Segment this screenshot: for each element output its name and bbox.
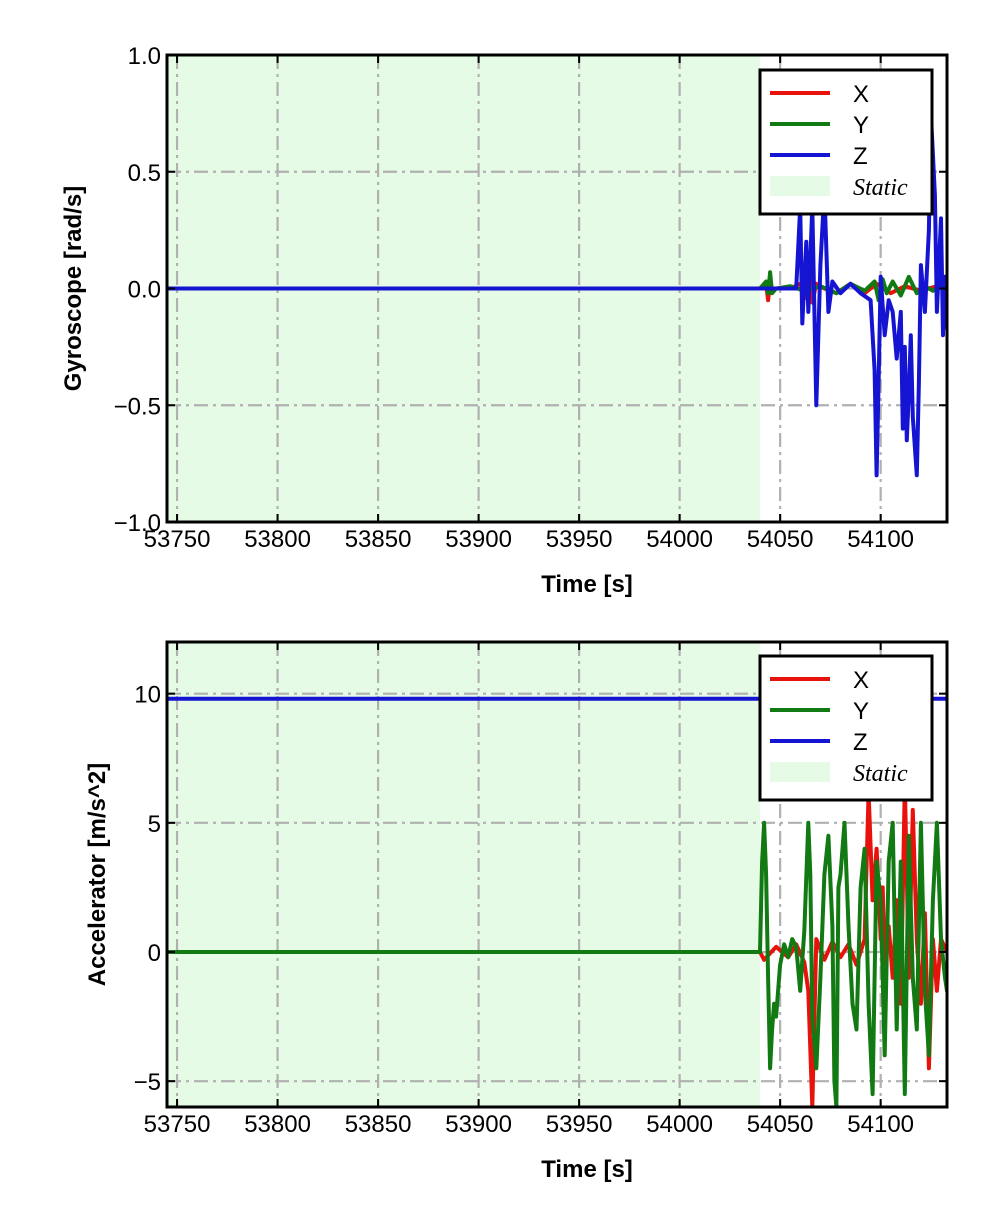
- y-tick-label: 0.5: [128, 160, 161, 187]
- x-tick-label: 54050: [747, 526, 814, 553]
- gyroscope-panel: 53750 53800 53850 53900 53950 54000 54050 54100…: [60, 43, 949, 598]
- x-tick-label: 53950: [546, 526, 613, 553]
- legend-label-static: Static: [853, 175, 908, 201]
- y-axis-title: Accelerator [m/s^2]: [84, 763, 111, 986]
- legend-label-x: X: [853, 667, 869, 694]
- accelerator-panel: 53750 53800 53850 53900 53950 54000 54050 54100…: [84, 640, 949, 1183]
- legend-label-y: Y: [853, 112, 869, 139]
- plot-frame: [165, 53, 949, 524]
- y-tick-label: 5: [148, 811, 161, 838]
- legend: XYZ Static: [758, 68, 934, 216]
- x-tick-label: 53900: [445, 1111, 512, 1138]
- x-tick-label: 53950: [546, 1111, 613, 1138]
- legend-swatch-static: [770, 762, 830, 782]
- x-axis-title: Time [s]: [541, 1156, 633, 1183]
- x-tick-label: 53750: [144, 526, 211, 553]
- series-line-z: [167, 111, 947, 478]
- x-tick-label: 54100: [847, 526, 914, 553]
- x-tick-label: 54000: [646, 526, 713, 553]
- series-line-y: [167, 270, 947, 303]
- y-tick-label: −5: [134, 1069, 161, 1096]
- x-tick-label: 53750: [144, 1111, 211, 1138]
- plot-frame: [165, 640, 949, 1109]
- series-line-y: [167, 820, 947, 1107]
- x-tick-label: 53850: [345, 526, 412, 553]
- y-tick-label: 1.0: [128, 43, 161, 70]
- legend-swatch-static: [770, 176, 830, 196]
- y-tick-label: −1.0: [114, 510, 161, 537]
- x-axis-title: Time [s]: [541, 571, 633, 598]
- x-tick-label: 53800: [244, 526, 311, 553]
- legend-label-x: X: [853, 81, 869, 108]
- legend-label-z: Z: [853, 729, 868, 756]
- x-tick-label: 54100: [847, 1111, 914, 1138]
- series-group: [167, 111, 947, 478]
- y-axis-title: Gyroscope [rad/s]: [60, 186, 87, 391]
- x-tick-label: 54000: [646, 1111, 713, 1138]
- y-tick-label: 0.0: [128, 277, 161, 304]
- static-region: [167, 642, 761, 1107]
- legend-label-y: Y: [853, 698, 869, 725]
- y-tick-label: 0: [148, 940, 161, 967]
- x-tick-label: 53800: [244, 1111, 311, 1138]
- x-tick-label: 53850: [345, 1111, 412, 1138]
- x-tick-label: 53900: [445, 526, 512, 553]
- legend-label-static: Static: [853, 761, 908, 787]
- legend: XYZ Static: [758, 654, 934, 802]
- x-tick-label: 54050: [747, 1111, 814, 1138]
- legend-label-z: Z: [853, 143, 868, 170]
- y-tick-label: 10: [134, 682, 161, 709]
- y-tick-label: −0.5: [114, 393, 161, 420]
